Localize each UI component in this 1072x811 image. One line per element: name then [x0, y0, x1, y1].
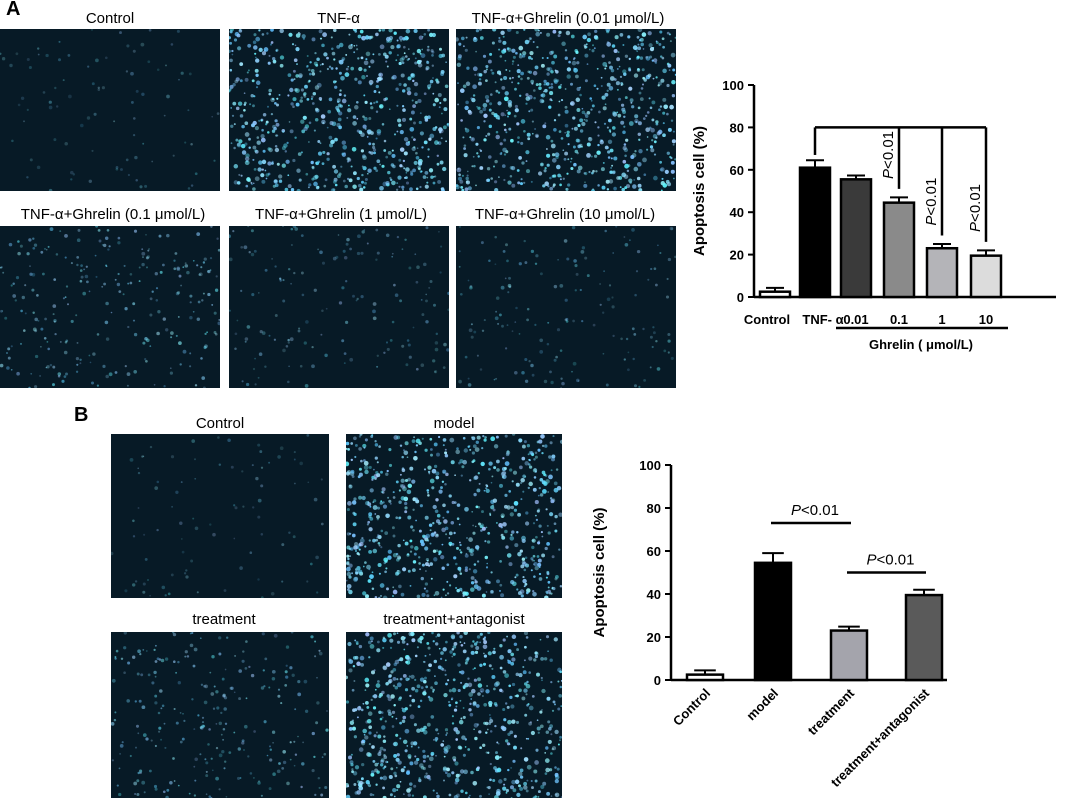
micrograph-texture — [229, 226, 449, 388]
chart-a-bar-3 — [882, 201, 916, 299]
micrograph-treatment-antagonist — [346, 632, 562, 798]
micrograph-texture — [458, 226, 676, 388]
panel-a-letter: A — [6, 0, 21, 20]
micrograph-treatment — [111, 632, 329, 798]
micrograph-tnf — [229, 29, 449, 191]
chart-a-bar-1 — [798, 166, 832, 299]
micrograph-control-b — [111, 434, 329, 598]
panel-b-letter: B — [74, 404, 89, 426]
micrograph-texture — [346, 434, 562, 598]
chart-b-bar-0 — [685, 673, 725, 682]
chart-a-y-axis-title: Apoptosis cell (%) — [691, 126, 708, 256]
significance-label: P<0.01 — [867, 552, 915, 569]
chart-b-bar-1 — [753, 561, 793, 682]
image-label-ghrelin-001: TNF-α+Ghrelin (0.01 μmol/L) — [471, 10, 665, 27]
chart-b-y-tick-label: 40 — [647, 587, 661, 602]
micrograph-texture — [111, 434, 324, 598]
chart-b-y-tick-label: 80 — [647, 501, 661, 516]
group-label-ghrelin: Ghrelin ( μmol/L) — [869, 337, 973, 352]
image-label-treatment: treatment — [192, 611, 256, 628]
chart-a-y-tick-label: 40 — [730, 205, 744, 220]
chart-b-y-axis-title: Apoptosis cell (%) — [591, 507, 608, 637]
micrograph-ghrelin-01 — [0, 226, 220, 388]
chart-a-y-tick-label: 0 — [737, 290, 744, 305]
micrograph-texture — [456, 29, 676, 191]
significance-label: P<0.01 — [791, 502, 839, 519]
chart-b-bar-2 — [829, 629, 869, 682]
chart-a-category-label: 0.01 — [843, 312, 868, 327]
micrograph-texture — [0, 226, 220, 388]
significance-label: P<0.01 — [880, 131, 897, 179]
significance-label: P<0.01 — [923, 178, 940, 226]
chart-b-y-tick-label: 100 — [639, 458, 661, 473]
chart-b-bar-3 — [904, 593, 944, 682]
chart-a-category-label: TNF- α — [802, 312, 843, 327]
micrograph-texture — [229, 29, 449, 191]
micrograph-texture — [346, 632, 562, 798]
chart-a-category-label: 1 — [938, 312, 945, 327]
chart-a-category-label: 0.1 — [890, 312, 908, 327]
image-label-ghrelin-10: TNF-α+Ghrelin (10 μmol/L) — [474, 206, 656, 223]
micrograph-ghrelin-10 — [456, 226, 676, 388]
micrograph-ghrelin-001 — [456, 29, 676, 191]
chart-b-y-tick-label: 0 — [654, 673, 661, 688]
chart-a-y-tick-label: 100 — [722, 78, 744, 93]
micrograph-ghrelin-1 — [229, 226, 449, 388]
micrograph-model — [346, 434, 562, 598]
micrograph-texture — [111, 632, 329, 798]
chart-a-y-tick-label: 20 — [730, 248, 744, 263]
chart-a-bar-0 — [758, 290, 792, 299]
chart-b-category-label: Control — [670, 686, 713, 729]
chart-a-category-label: Control — [744, 312, 790, 327]
chart-a-y-tick-label: 60 — [730, 163, 744, 178]
chart-a-bar-4 — [925, 246, 959, 299]
chart-a-bar-5 — [969, 254, 1003, 299]
micrograph-control — [0, 29, 220, 191]
chart-b-y-tick-label: 60 — [647, 544, 661, 559]
chart-b-category-label: treatment — [805, 685, 858, 738]
chart-a-y-tick-label: 80 — [730, 120, 744, 135]
micrograph-texture — [0, 29, 220, 191]
chart-b-y-tick-label: 20 — [647, 630, 661, 645]
bar-chart-a: Apoptosis cell (%) 0 20 40 60 80 100 Control TNF… — [691, 78, 1056, 352]
image-label-ghrelin-1: TNF-α+Ghrelin (1 μmol/L) — [255, 206, 427, 223]
bar-chart-b: Apoptosis cell (%) 0 20 40 60 80 100 Control mod… — [591, 458, 947, 790]
significance-label: P<0.01 — [967, 184, 984, 232]
image-label-model: model — [433, 415, 475, 432]
image-label-control: Control — [85, 10, 135, 27]
image-label-ghrelin-01: TNF-α+Ghrelin (0.1 μmol/L) — [20, 206, 206, 223]
chart-a-category-label: 10 — [979, 312, 993, 327]
image-label-control-b: Control — [195, 415, 245, 432]
chart-b-category-label: model — [743, 686, 781, 724]
chart-a-bar-2 — [839, 178, 873, 299]
image-label-treatment-antagonist: treatment+antagonist — [383, 611, 525, 628]
image-label-tnf: TNF-α — [317, 10, 360, 27]
